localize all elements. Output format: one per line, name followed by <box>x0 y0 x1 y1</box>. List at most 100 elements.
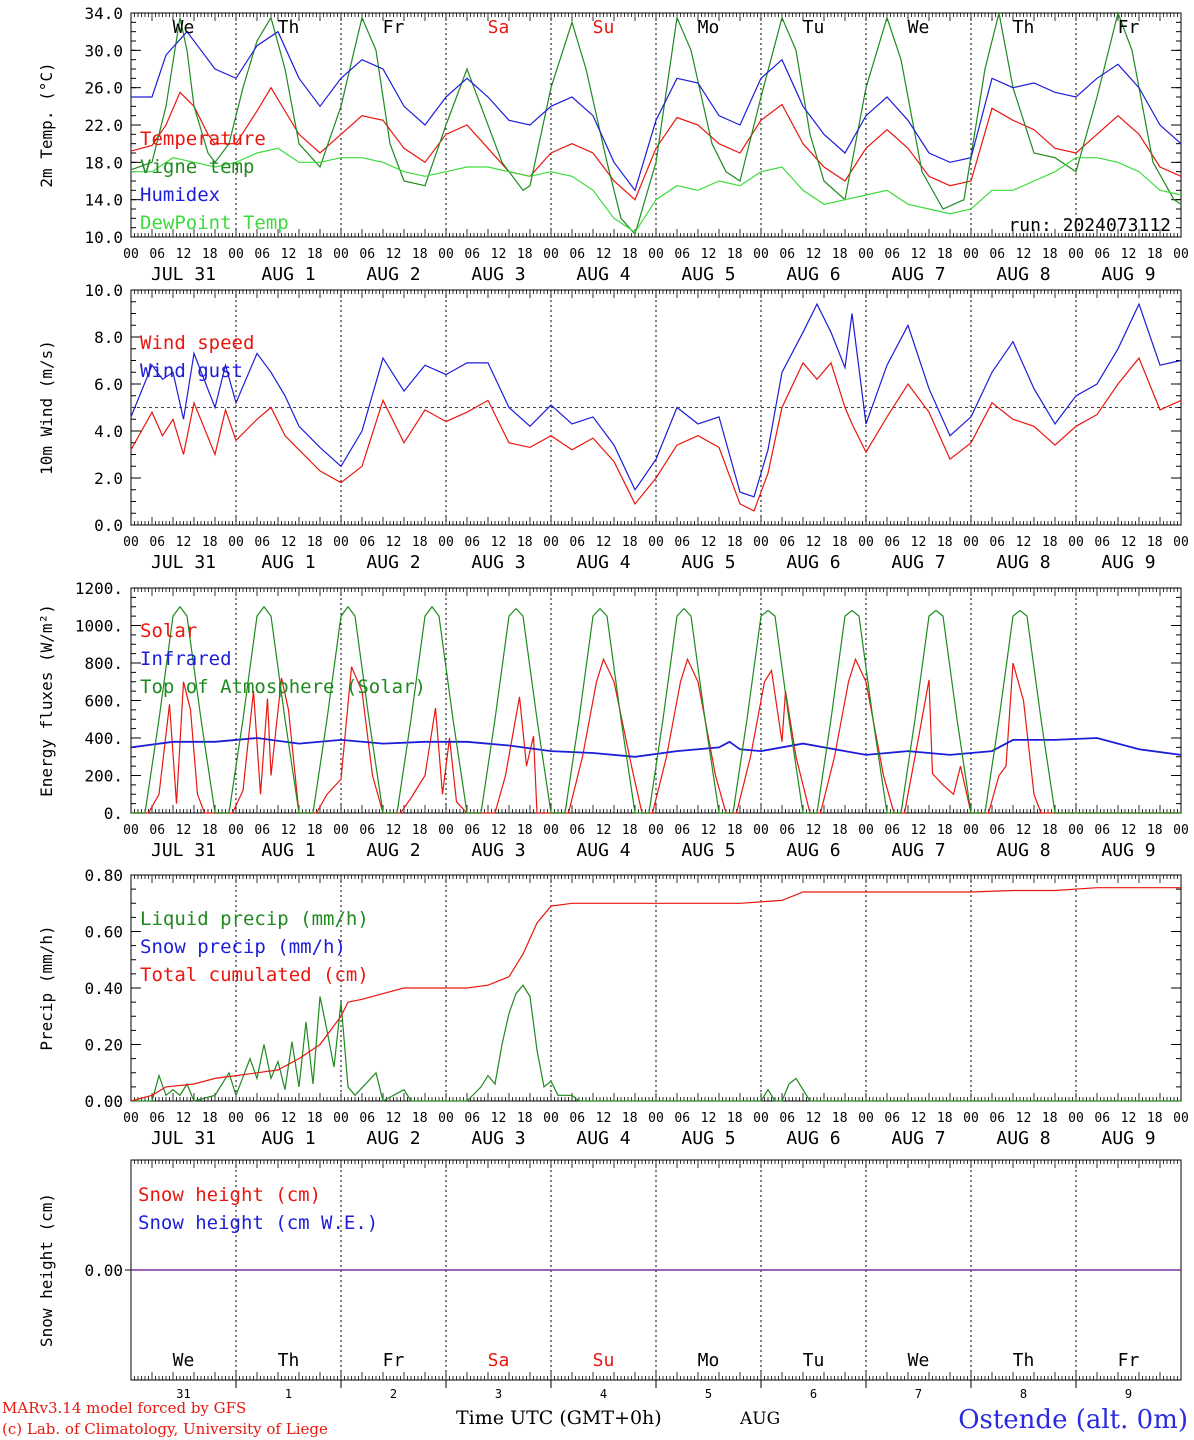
weekday-label: Tu <box>803 1350 825 1371</box>
hour-tick-label: 06 <box>149 535 165 550</box>
hour-tick-label: 12 <box>1121 247 1137 262</box>
y-axis-label: Precip (mm/h) <box>37 925 56 1050</box>
hour-tick-label: 12 <box>1016 247 1032 262</box>
y-tick-label: 0.0 <box>94 516 123 535</box>
weekday-label: Su <box>593 1350 615 1371</box>
date-label: AUG 7 <box>891 840 945 861</box>
date-label: JUL 31 <box>151 552 216 573</box>
date-label: AUG 5 <box>681 840 735 861</box>
hour-tick-label: 00 <box>1173 1111 1189 1126</box>
hour-tick-label: 12 <box>806 247 822 262</box>
hour-tick-label: 06 <box>569 1111 585 1126</box>
legend-entry: Top of Atmosphere (Solar) <box>140 676 426 698</box>
hour-tick-label: 00 <box>123 247 139 262</box>
hour-tick-label: 18 <box>202 823 218 838</box>
y-tick-label: 6.0 <box>94 375 123 394</box>
date-label: AUG 2 <box>366 552 420 573</box>
hour-tick-label: 12 <box>806 823 822 838</box>
date-label: AUG 7 <box>891 1128 945 1149</box>
series-line-humidex <box>131 30 1182 192</box>
date-label: AUG 6 <box>786 552 840 573</box>
day-number-label: 8 <box>1020 1387 1027 1401</box>
series-line-infrared <box>130 737 1182 758</box>
date-label: AUG 4 <box>576 552 630 573</box>
hour-tick-label: 06 <box>1094 247 1110 262</box>
hour-tick-label: 06 <box>779 823 795 838</box>
hour-tick-label: 06 <box>254 1111 270 1126</box>
day-number-label: 2 <box>390 1387 397 1401</box>
hour-tick-label: 18 <box>412 247 428 262</box>
hour-tick-label: 12 <box>701 1111 717 1126</box>
date-label: AUG 2 <box>366 264 420 285</box>
hour-tick-label: 00 <box>438 535 454 550</box>
hour-tick-label: 06 <box>1094 1111 1110 1126</box>
hour-tick-label: 18 <box>727 1111 743 1126</box>
y-tick-label: 14.0 <box>84 191 123 210</box>
y-axis-label: Snow height (cm) <box>37 1193 56 1347</box>
hour-ticks <box>130 588 1182 813</box>
weekday-label: Sa <box>488 17 510 38</box>
y-tick-label: 10.0 <box>84 281 123 300</box>
date-label: AUG 6 <box>786 1128 840 1149</box>
y-tick-label: 2.0 <box>94 469 123 488</box>
weekday-label: We <box>173 1350 195 1371</box>
hour-tick-label: 12 <box>281 823 297 838</box>
weekday-label: Th <box>278 17 300 38</box>
hour-tick-label: 06 <box>1094 535 1110 550</box>
hour-tick-label: 18 <box>307 1111 323 1126</box>
hour-tick-label: 18 <box>202 1111 218 1126</box>
hour-tick-label: 00 <box>648 1111 664 1126</box>
hour-tick-label: 00 <box>753 535 769 550</box>
hour-tick-label: 00 <box>753 247 769 262</box>
date-label: AUG 1 <box>261 264 315 285</box>
hour-tick-label: 00 <box>648 247 664 262</box>
hour-tick-label: 12 <box>596 535 612 550</box>
date-label: AUG 9 <box>1101 264 1155 285</box>
hour-tick-label: 00 <box>963 535 979 550</box>
panel-4 <box>130 874 1182 1102</box>
station-label: Ostende (alt. 0m) <box>958 1405 1188 1435</box>
panel-2 <box>130 289 1182 526</box>
weekday-label: Mo <box>698 17 720 38</box>
hour-tick-label: 12 <box>596 247 612 262</box>
hour-tick-label: 06 <box>674 1111 690 1126</box>
hour-tick-label: 18 <box>1147 535 1163 550</box>
legend-entry: DewPoint Temp <box>140 212 289 234</box>
weekday-label: We <box>908 1350 930 1371</box>
hour-tick-label: 18 <box>937 535 953 550</box>
hour-tick-label: 00 <box>753 1111 769 1126</box>
hour-tick-label: 12 <box>1121 823 1137 838</box>
y-tick-label: 0.60 <box>84 923 123 942</box>
date-label: AUG 3 <box>471 264 525 285</box>
hour-ticks <box>130 290 1182 525</box>
hour-tick-label: 18 <box>517 1111 533 1126</box>
hour-tick-label: 18 <box>832 535 848 550</box>
date-label: JUL 31 <box>151 1128 216 1149</box>
hour-tick-label: 06 <box>1094 823 1110 838</box>
hour-tick-label: 18 <box>937 247 953 262</box>
weekday-label: Fr <box>1118 1350 1140 1371</box>
day-number-label: 7 <box>915 1387 922 1401</box>
hour-tick-label: 00 <box>333 823 349 838</box>
hour-tick-label: 06 <box>674 823 690 838</box>
weekday-label: Th <box>1013 17 1035 38</box>
hour-tick-label: 12 <box>911 535 927 550</box>
hour-tick-label: 00 <box>123 535 139 550</box>
y-tick-label: 10.0 <box>84 228 123 247</box>
hour-tick-label: 18 <box>1147 247 1163 262</box>
hour-tick-label: 12 <box>491 823 507 838</box>
y-tick-label: 18.0 <box>84 153 123 172</box>
hour-tick-label: 06 <box>464 247 480 262</box>
date-label: AUG 3 <box>471 1128 525 1149</box>
hour-tick-label: 12 <box>806 1111 822 1126</box>
legend-entry: Humidex <box>140 184 220 206</box>
hour-tick-label: 12 <box>176 823 192 838</box>
date-label: AUG 5 <box>681 552 735 573</box>
day-number-label: 4 <box>600 1387 607 1401</box>
hour-tick-label: 06 <box>359 1111 375 1126</box>
hour-tick-label: 18 <box>622 247 638 262</box>
hour-tick-label: 18 <box>1147 1111 1163 1126</box>
hour-tick-label: 00 <box>123 1111 139 1126</box>
weekday-label: Fr <box>383 1350 405 1371</box>
series-line-solar <box>131 657 1181 814</box>
